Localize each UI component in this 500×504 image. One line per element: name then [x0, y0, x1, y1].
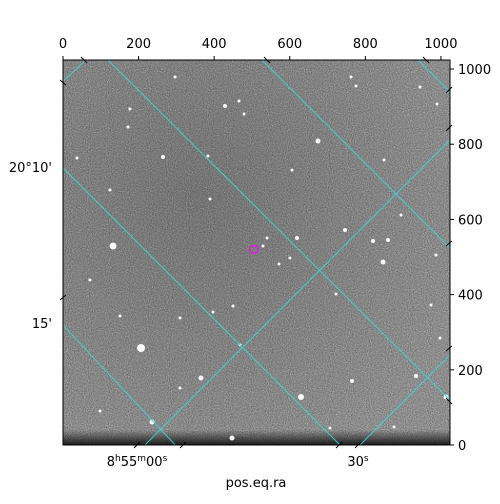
star [290, 168, 294, 172]
pixel-y-axis-right: 0 200 400 600 800 1000 [450, 63, 491, 454]
star [277, 262, 281, 266]
star [229, 435, 235, 441]
star [386, 238, 390, 242]
star [118, 314, 122, 318]
grid-line [107, 60, 450, 401]
star [98, 409, 102, 413]
star [75, 156, 79, 160]
star [173, 75, 177, 79]
star [438, 336, 442, 340]
star [328, 426, 332, 430]
x-tick-label: 0 [59, 37, 67, 52]
star [108, 188, 112, 192]
world-ticks [59, 56, 453, 449]
star [315, 138, 321, 144]
x-tick-label: 200 [126, 37, 151, 52]
y-tick-label: 400 [458, 289, 483, 304]
star [128, 107, 132, 111]
star [443, 394, 449, 400]
x-tick-label: 800 [353, 37, 378, 52]
grid-line [63, 167, 341, 445]
star [265, 236, 269, 240]
star [392, 425, 396, 429]
star [334, 292, 338, 296]
star [382, 158, 386, 162]
star [350, 379, 354, 383]
star [354, 84, 358, 88]
target-marker [249, 244, 259, 255]
sky-image [63, 60, 450, 445]
y-tick-label: 200 [458, 364, 483, 379]
dec-tick-label-2: 15' [32, 317, 52, 332]
star [261, 244, 265, 248]
grid-line [417, 60, 450, 93]
star [414, 374, 418, 378]
star [380, 259, 386, 265]
star [295, 236, 299, 240]
y-tick-label: 800 [458, 138, 483, 153]
star [242, 112, 246, 116]
x-tick-label: 600 [277, 37, 302, 52]
grid-line [144, 139, 450, 445]
star [288, 256, 292, 260]
ra-tick-label-2: 30s [347, 454, 369, 470]
star [178, 316, 182, 320]
star [298, 394, 304, 400]
star [137, 344, 145, 352]
star [435, 102, 439, 106]
star [343, 228, 347, 232]
star [88, 278, 92, 282]
star [231, 304, 235, 308]
x-tick-label: 1000 [424, 37, 457, 52]
grid-line [359, 354, 450, 445]
star [109, 242, 117, 250]
x-tick-label: 400 [202, 37, 227, 52]
star [178, 386, 182, 390]
star [208, 197, 212, 201]
y-tick-label: 0 [458, 439, 466, 454]
grid-line [63, 60, 87, 82]
pixel-x-axis-top: 0 200 400 600 800 1000 [59, 37, 457, 60]
star [434, 253, 438, 257]
star [371, 239, 375, 243]
star [211, 310, 215, 314]
star [223, 104, 227, 108]
x-axis-label: pos.eq.ra [226, 476, 287, 491]
star [198, 375, 204, 381]
star [161, 155, 165, 159]
star [429, 303, 433, 307]
grid-line [63, 324, 176, 445]
star-field [75, 75, 449, 441]
y-tick-label: 600 [458, 213, 483, 228]
star [418, 85, 422, 89]
plot-frame [62, 59, 451, 446]
coordinate-grid [63, 60, 450, 445]
grid-line [261, 60, 450, 249]
star [399, 213, 403, 217]
y-tick-label: 1000 [458, 63, 491, 78]
star [206, 154, 210, 158]
star [126, 125, 130, 129]
ra-tick-label-1: 8h55m00s [107, 454, 168, 470]
dec-tick-label-1: 20°10' [9, 161, 52, 176]
star [237, 99, 241, 103]
star [349, 75, 353, 79]
